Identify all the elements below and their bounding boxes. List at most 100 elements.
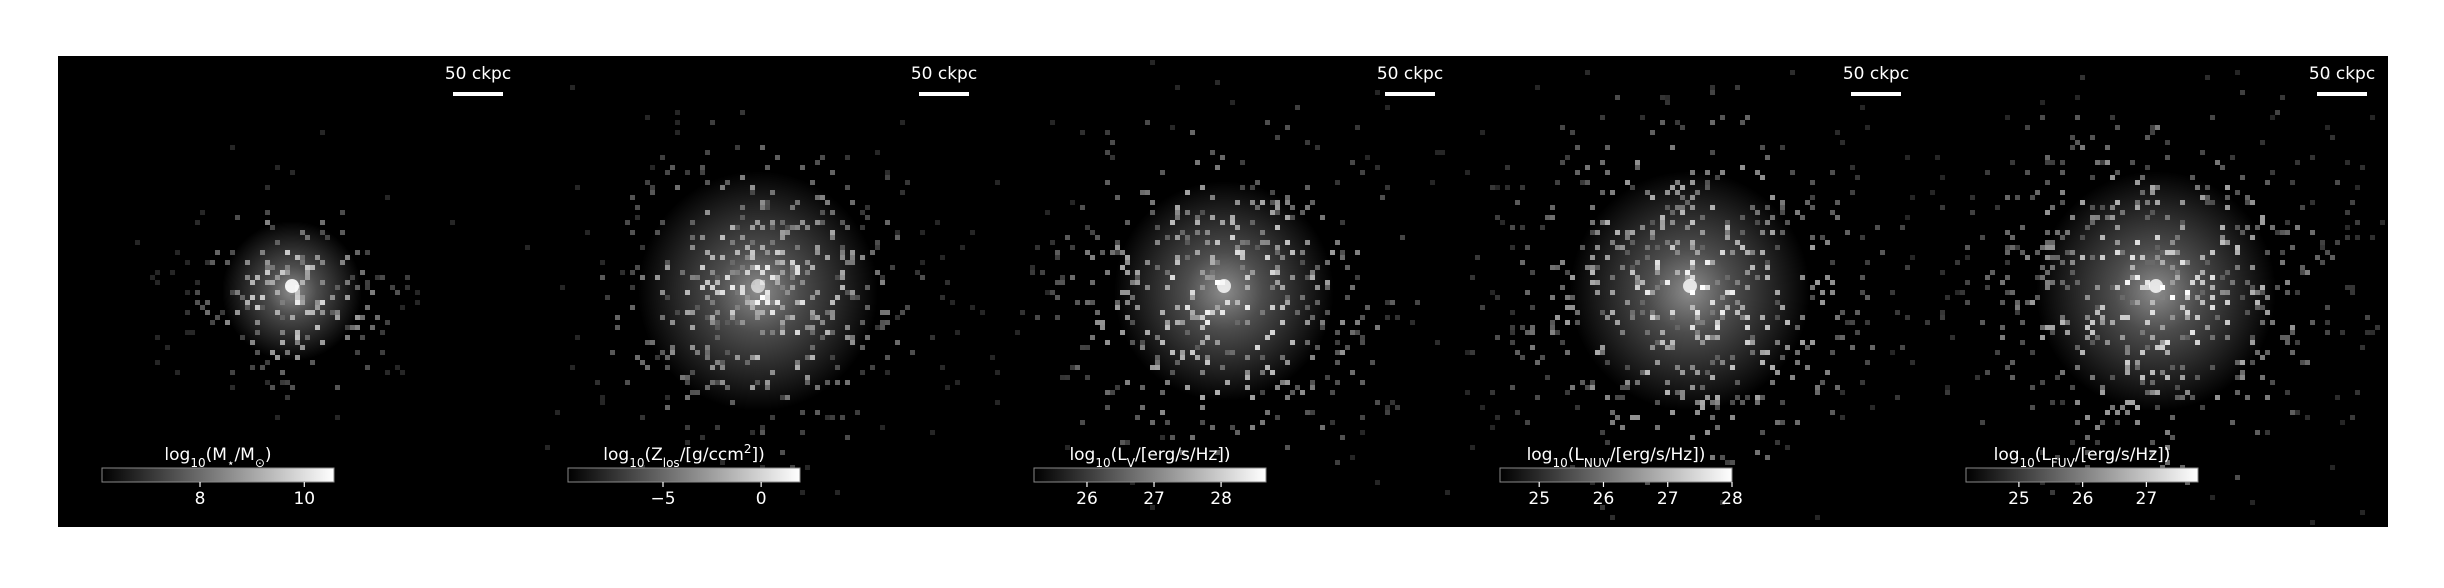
pixel <box>1205 230 1210 235</box>
pixel <box>2095 285 2100 290</box>
pixel <box>1160 170 1165 175</box>
pixel <box>1665 95 1670 100</box>
pixel <box>2100 235 2105 240</box>
pixel <box>2130 275 2135 280</box>
pixel <box>2245 200 2250 205</box>
pixel <box>1530 330 1535 335</box>
pixel <box>1110 155 1115 160</box>
colorbar-label: log10(LV/[erg/s/Hz]) <box>1069 445 1230 470</box>
pixel <box>1980 420 1985 425</box>
pixel <box>765 300 770 305</box>
pixel <box>875 245 880 250</box>
pixel <box>265 220 270 225</box>
pixel <box>1795 210 1800 215</box>
pixel <box>795 265 800 270</box>
pixel <box>1160 410 1165 415</box>
pixel <box>2210 335 2215 340</box>
pixel <box>2220 225 2225 230</box>
pixel <box>860 210 865 215</box>
pixel <box>2070 215 2075 220</box>
pixel <box>2325 330 2330 335</box>
pixel <box>2080 145 2085 150</box>
pixel <box>350 325 355 330</box>
pixel <box>1245 305 1250 310</box>
pixel <box>1675 240 1680 245</box>
colorbar-tick-label: 26 <box>1076 489 1098 509</box>
pixel <box>1035 245 1040 250</box>
pixel <box>2325 75 2330 80</box>
pixel <box>200 210 205 215</box>
pixel <box>2180 225 2185 230</box>
pixel <box>655 355 660 360</box>
pixel <box>1680 370 1685 375</box>
pixel <box>2350 415 2355 420</box>
pixel <box>810 330 815 335</box>
pixel <box>2210 295 2215 300</box>
pixel <box>2350 285 2355 290</box>
pixel <box>2175 235 2180 240</box>
pixel <box>1890 290 1895 295</box>
pixel <box>355 315 360 320</box>
pixel <box>860 345 865 350</box>
pixel <box>2360 510 2365 515</box>
pixel <box>2145 165 2150 170</box>
pixel <box>1765 265 1770 270</box>
pixel <box>2280 250 2285 255</box>
pixel <box>1470 275 1475 280</box>
pixel <box>1250 200 1255 205</box>
pixel <box>1590 220 1595 225</box>
pixel <box>990 355 995 360</box>
pixel <box>1560 340 1565 345</box>
pixel <box>1650 220 1655 225</box>
pixel <box>750 240 755 245</box>
pixel <box>1730 250 1735 255</box>
pixel <box>555 410 560 415</box>
pixel <box>1910 255 1915 260</box>
pixel <box>1570 385 1575 390</box>
pixel <box>305 275 310 280</box>
pixel <box>675 130 680 135</box>
pixel <box>1830 210 1835 215</box>
pixel <box>2055 230 2060 235</box>
pixel <box>2255 225 2260 230</box>
pixel <box>1385 105 1390 110</box>
pixel <box>1150 60 1155 65</box>
pixel <box>740 235 745 240</box>
pixel <box>1300 260 1305 265</box>
pixel <box>1335 330 1340 335</box>
pixel <box>760 200 765 205</box>
pixel <box>2220 235 2225 240</box>
pixel <box>830 415 835 420</box>
pixel <box>1660 95 1665 100</box>
pixel <box>1705 185 1710 190</box>
pixel <box>2050 400 2055 405</box>
pixel <box>2185 390 2190 395</box>
pixel <box>1130 280 1135 285</box>
pixel <box>275 310 280 315</box>
pixel <box>2125 370 2130 375</box>
pixel <box>2080 350 2085 355</box>
pixel <box>850 255 855 260</box>
pixel <box>715 320 720 325</box>
pixel <box>1325 260 1330 265</box>
pixel <box>750 185 755 190</box>
pixel <box>1835 215 1840 220</box>
pixel <box>2240 90 2245 95</box>
pixel <box>1835 315 1840 320</box>
pixel <box>2110 115 2115 120</box>
pixel <box>1540 225 1545 230</box>
pixel <box>1310 355 1315 360</box>
pixel <box>1575 145 1580 150</box>
pixel <box>2205 195 2210 200</box>
pixel <box>360 335 365 340</box>
pixel <box>635 265 640 270</box>
pixel <box>1690 365 1695 370</box>
pixel <box>1905 215 1910 220</box>
pixel <box>290 315 295 320</box>
pixel <box>1670 410 1675 415</box>
pixel <box>1740 165 1745 170</box>
pixel <box>2180 260 2185 265</box>
pixel <box>2260 215 2265 220</box>
